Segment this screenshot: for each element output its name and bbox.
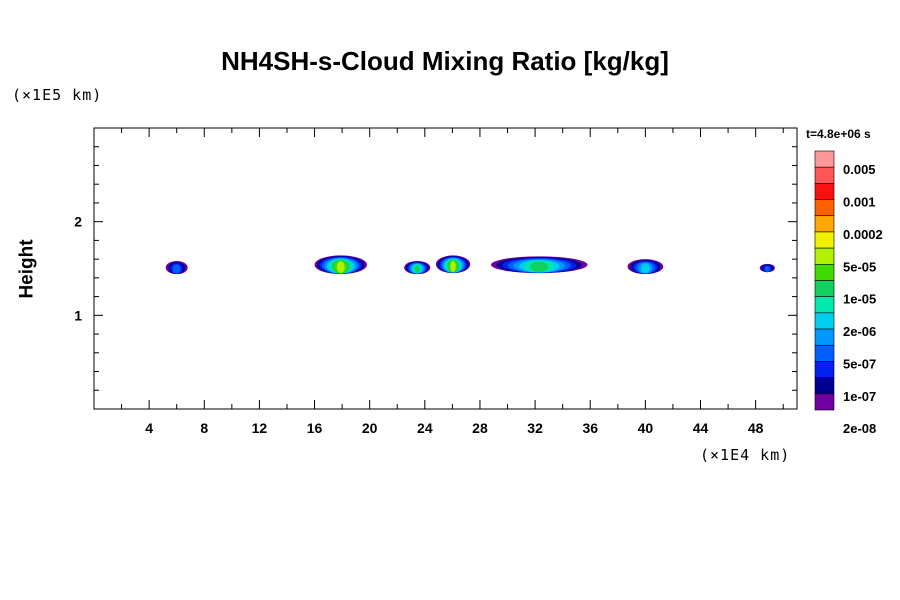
legend-swatch (814, 344, 835, 362)
time-stamp: t=4.8e+06 s (806, 127, 871, 141)
x-tick-label: 16 (307, 420, 323, 436)
x-tick-label: 8 (200, 420, 208, 436)
legend-swatch (814, 166, 835, 184)
legend-label: 0.0002 (843, 227, 883, 242)
legend-swatch (814, 280, 835, 297)
legend-label: 1e-05 (843, 292, 876, 307)
legend-swatch (814, 183, 835, 200)
legend-swatch (814, 328, 835, 346)
y-axis-unit: (×1E5 km) (12, 86, 103, 104)
chart-title: NH4SH-s-Cloud Mixing Ratio [kg/kg] (221, 46, 669, 76)
cloud-patch-1-level-9 (336, 261, 345, 273)
x-tick-label: 24 (417, 420, 433, 436)
cloud-patch-4-level-7 (530, 261, 549, 273)
x-tick-label: 12 (252, 420, 268, 436)
x-tick-label: 40 (638, 420, 654, 436)
x-tick-label: 48 (748, 420, 764, 436)
x-tick-label: 20 (362, 420, 378, 436)
legend-label: 5e-07 (843, 356, 876, 371)
x-tick-label: 36 (582, 420, 598, 436)
legend-swatch (814, 377, 835, 395)
legend-label: 0.005 (843, 162, 876, 177)
legend-swatch (814, 199, 835, 217)
y-tick-label: 2 (74, 214, 82, 230)
legend-swatch (814, 247, 835, 265)
x-tick-label: 32 (527, 420, 543, 436)
cloud-patch-2-level-7 (414, 265, 420, 274)
legend-label: 2e-06 (843, 324, 876, 339)
legend-swatch (814, 393, 835, 411)
legend-swatch (814, 150, 835, 168)
cloud-patch-6-level-3 (764, 265, 771, 272)
legend-swatch (814, 312, 835, 330)
cloud-patch-5-level-5 (641, 263, 650, 274)
legend-swatch (814, 264, 835, 281)
y-tick-label: 1 (74, 307, 82, 323)
legend-swatch (814, 231, 835, 249)
legend-label: 1e-07 (843, 389, 876, 404)
plot-frame (93, 127, 798, 410)
cloud-patch-3-level-9 (450, 261, 456, 273)
x-axis-unit: (×1E4 km) (700, 446, 791, 464)
x-tick-label: 44 (693, 420, 709, 436)
cloud-patch-0-level-3 (172, 264, 181, 274)
legend-swatch (814, 215, 835, 233)
legend-label: 5e-05 (843, 259, 876, 274)
legend-swatch (814, 361, 835, 378)
legend-label: 2e-08 (843, 421, 876, 436)
x-tick-label: 28 (472, 420, 488, 436)
legend-swatch (814, 296, 835, 314)
legend-label: 0.001 (843, 195, 876, 210)
x-tick-label: 4 (145, 420, 153, 436)
